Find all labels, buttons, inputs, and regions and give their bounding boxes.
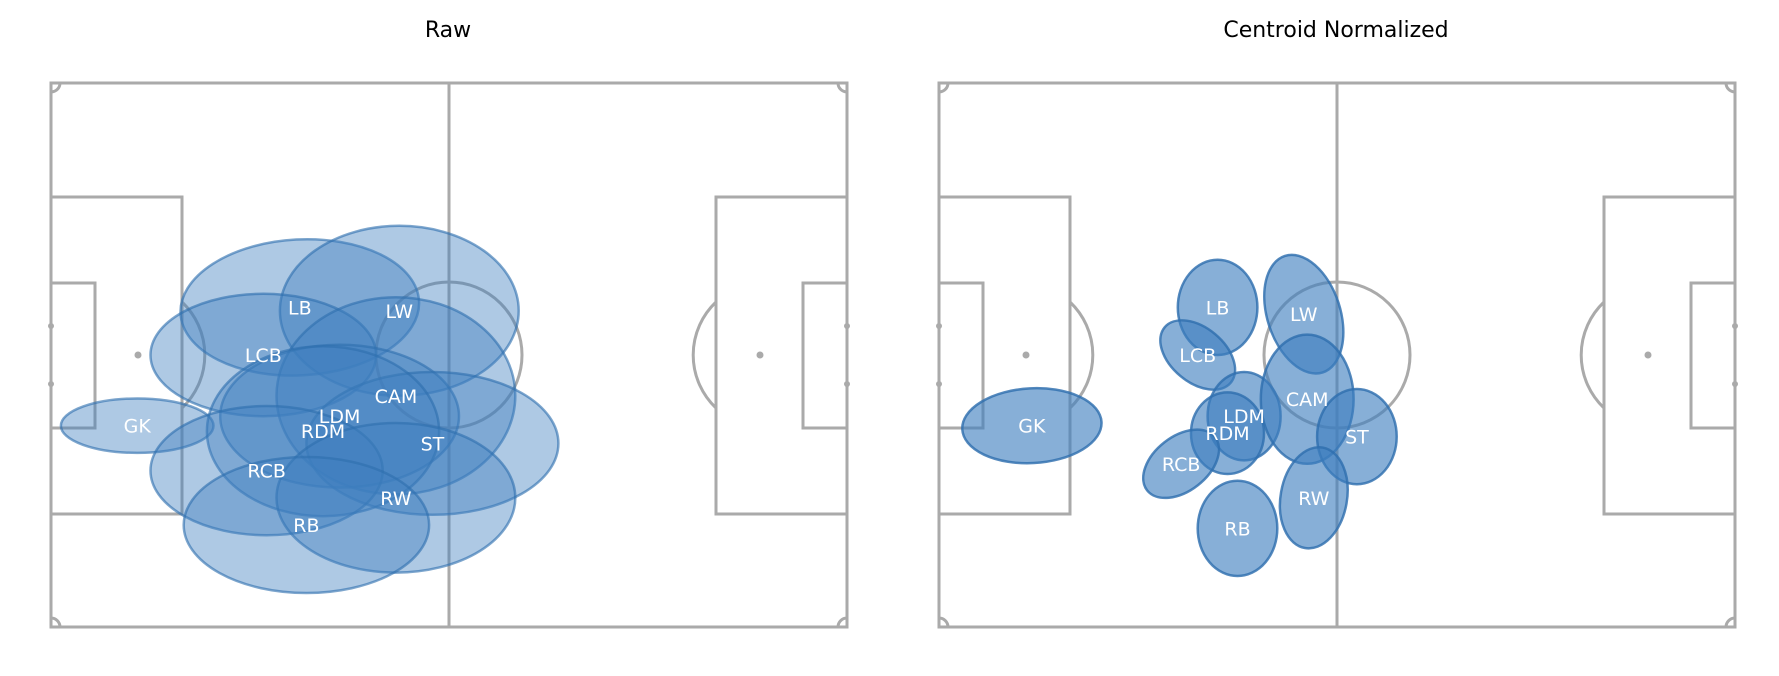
goal-area-right [801,281,849,430]
label-rb: RB [293,515,319,537]
goal-post-right-bottom [1732,381,1738,387]
label-rdm: RDM [1205,423,1249,445]
label-st: ST [421,433,445,455]
corner-arc-bl [50,616,62,628]
penalty-spot-left [1022,351,1030,359]
ellipse-ldm [218,343,461,489]
goal-post-left-bottom [936,381,942,387]
goal-area-left [937,281,985,430]
penalty-arc-right [691,300,718,410]
label-lcb: LCB [245,345,282,367]
label-lw: LW [385,301,413,323]
panel-centroid-normalized: Centroid Normalized GK LB LW LCB LDM CAM ST RDM… [936,18,1738,629]
ellipse-gk [59,397,215,455]
label-rw: RW [1298,488,1329,510]
goal-area-right [1689,281,1737,430]
label-rcb: RCB [247,461,286,483]
ellipses-raw [59,224,560,595]
ellipse-st [305,370,560,517]
label-lb: LB [288,297,312,319]
label-gk: GK [124,416,152,438]
ellipses-centroid-normalized [961,253,1398,578]
label-rcb: RCB [1162,454,1201,476]
corner-arc-tr [1724,82,1736,94]
label-ldm: LDM [319,406,361,428]
goal-post-right-bottom [844,381,850,387]
ellipse-rb [1196,479,1279,578]
label-lcb: LCB [1179,345,1216,367]
corner-arc-tl [50,82,62,94]
penalty-area-left [937,195,1072,516]
goal-post-left-bottom [48,381,54,387]
goal-post-right-top [844,323,850,329]
label-rdm: RDM [301,421,345,443]
penalty-spot-right [756,351,764,359]
panel-title-raw: Raw [425,18,471,43]
label-lw: LW [1290,304,1318,326]
corner-arc-tl [938,82,950,94]
corner-arc-br [1724,616,1736,628]
ellipse-rcb [1141,428,1221,500]
label-gk: GK [1018,416,1046,438]
label-cam: CAM [1286,389,1329,411]
penalty-arc-left [180,300,207,410]
label-rb: RB [1224,518,1250,540]
penalty-spot-right [1644,351,1652,359]
label-rw: RW [380,488,411,510]
goal-post-left-top [48,323,54,329]
penalty-arc-right [1579,300,1606,410]
penalty-area-right [1602,195,1737,516]
label-st: ST [1345,427,1369,449]
label-lb: LB [1206,297,1230,319]
penalty-spot-left [134,351,142,359]
penalty-arc-left [1068,300,1095,410]
goal-area-left [49,281,97,430]
goal-post-right-top [1732,323,1738,329]
corner-arc-bl [938,616,950,628]
goal-post-left-top [936,323,942,329]
corner-arc-tr [836,82,848,94]
ellipse-rw [1278,445,1349,550]
ellipse-lw [278,224,520,398]
corner-arc-br [836,616,848,628]
ellipse-gk [961,386,1103,465]
ellipse-rb [182,455,431,595]
pitch-raw [48,81,850,629]
label-cam: CAM [375,386,418,408]
panel-title-centroid-normalized: Centroid Normalized [1223,18,1448,43]
penalty-area-right [714,195,849,516]
panel-raw: Raw GK LB LW LCB CAM LDM ST RDM RCB RW RB [48,18,850,629]
labels-raw: GK LB LW LCB CAM LDM ST RDM RCB RW RB [124,297,445,537]
ellipse-rdm [205,344,441,518]
label-ldm: LDM [1223,406,1265,428]
